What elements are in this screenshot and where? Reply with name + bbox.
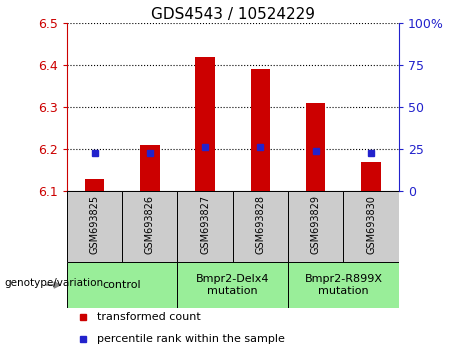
Bar — [233, 191, 288, 262]
Bar — [288, 191, 343, 262]
Bar — [67, 191, 122, 262]
Bar — [343, 191, 399, 262]
Bar — [288, 262, 399, 308]
Title: GDS4543 / 10524229: GDS4543 / 10524229 — [151, 7, 315, 22]
Bar — [195, 57, 215, 191]
Bar — [251, 69, 270, 191]
Text: GSM693826: GSM693826 — [145, 195, 155, 254]
Bar — [67, 262, 177, 308]
Bar — [85, 178, 104, 191]
Text: genotype/variation: genotype/variation — [5, 278, 104, 288]
Bar — [140, 145, 160, 191]
Bar — [177, 191, 233, 262]
Text: percentile rank within the sample: percentile rank within the sample — [97, 333, 284, 344]
Bar — [122, 191, 177, 262]
Text: GSM693827: GSM693827 — [200, 195, 210, 254]
Text: GSM693825: GSM693825 — [89, 195, 100, 254]
Bar — [306, 103, 325, 191]
Text: Bmpr2-Delx4
mutation: Bmpr2-Delx4 mutation — [196, 274, 270, 296]
Text: GSM693828: GSM693828 — [255, 195, 266, 254]
Text: transformed count: transformed count — [97, 312, 201, 322]
Text: Bmpr2-R899X
mutation: Bmpr2-R899X mutation — [304, 274, 383, 296]
Bar — [177, 262, 288, 308]
Text: GSM693830: GSM693830 — [366, 195, 376, 253]
Text: control: control — [103, 280, 142, 290]
Bar — [361, 162, 381, 191]
Text: GSM693829: GSM693829 — [311, 195, 321, 254]
